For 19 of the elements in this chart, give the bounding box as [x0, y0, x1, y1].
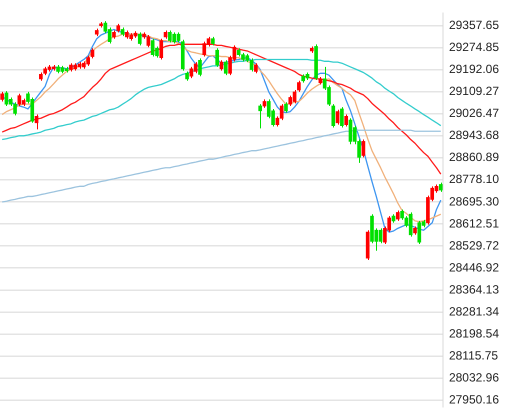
y-tick-label: 27950.16: [448, 392, 500, 406]
y-tick-label: 28778.10: [448, 172, 500, 186]
y-tick-label: 28695.30: [448, 194, 500, 208]
y-tick-label: 28281.34: [448, 304, 500, 318]
candlestick: [78, 62, 82, 70]
y-tick-label: 28446.92: [448, 260, 500, 274]
y-tick-label: 29109.27: [448, 84, 500, 98]
y-tick-label: 28943.68: [448, 128, 500, 142]
y-tick-label: 28364.13: [448, 282, 500, 296]
y-tick-label: 29357.65: [448, 18, 500, 32]
y-tick-label: 28612.51: [448, 216, 500, 230]
y-tick-label: 28529.72: [448, 238, 500, 252]
y-tick-label: 29192.06: [448, 62, 500, 76]
y-tick-label: 29274.85: [448, 40, 500, 54]
y-tick-label: 29026.47: [448, 106, 500, 120]
y-tick-label: 28198.54: [448, 326, 500, 340]
y-tick-label: 28860.89: [448, 150, 500, 164]
y-tick-label: 28032.96: [448, 370, 500, 384]
y-tick-label: 28115.75: [448, 348, 498, 362]
